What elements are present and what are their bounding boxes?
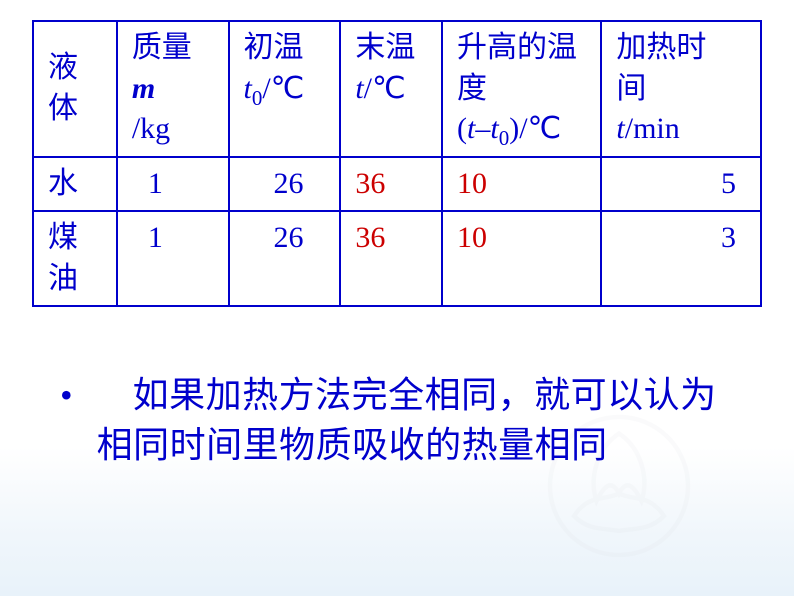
table-header-row: 液体 质量 m /kg 初温 t0/℃ 末温 t/℃ 升高的温 度 (t–t0)…: [33, 21, 761, 157]
cell-mass: 1: [117, 157, 229, 212]
cell-delta: 10: [442, 211, 601, 306]
header-t: 末温 t/℃: [340, 21, 442, 157]
data-table: 液体 质量 m /kg 初温 t0/℃ 末温 t/℃ 升高的温 度 (t–t0)…: [32, 20, 762, 307]
cell-t0: 26: [229, 211, 341, 306]
cell-t: 36: [340, 211, 442, 306]
bullet-marker: •: [60, 370, 73, 420]
cell-time: 5: [601, 157, 761, 212]
table-row: 煤油 1 26 36 10 3: [33, 211, 761, 306]
header-mass: 质量 m /kg: [117, 21, 229, 157]
header-liquid: 液体: [33, 21, 117, 157]
cell-time: 3: [601, 211, 761, 306]
header-t0: 初温 t0/℃: [229, 21, 341, 157]
table-row: 水 1 26 36 10 5: [33, 157, 761, 212]
cell-mass: 1: [117, 211, 229, 306]
cell-liquid: 水: [33, 157, 117, 212]
header-time: 加热时 间 t/min: [601, 21, 761, 157]
cell-t: 36: [340, 157, 442, 212]
cell-t0: 26: [229, 157, 341, 212]
bullet-text: 如果加热方法完全相同，就可以认为相同时间里物质吸收的热量相同: [97, 370, 740, 471]
cell-liquid: 煤油: [33, 211, 117, 306]
bullet-paragraph: • 如果加热方法完全相同，就可以认为相同时间里物质吸收的热量相同: [60, 370, 740, 471]
cell-delta: 10: [442, 157, 601, 212]
header-delta: 升高的温 度 (t–t0)/℃: [442, 21, 601, 157]
